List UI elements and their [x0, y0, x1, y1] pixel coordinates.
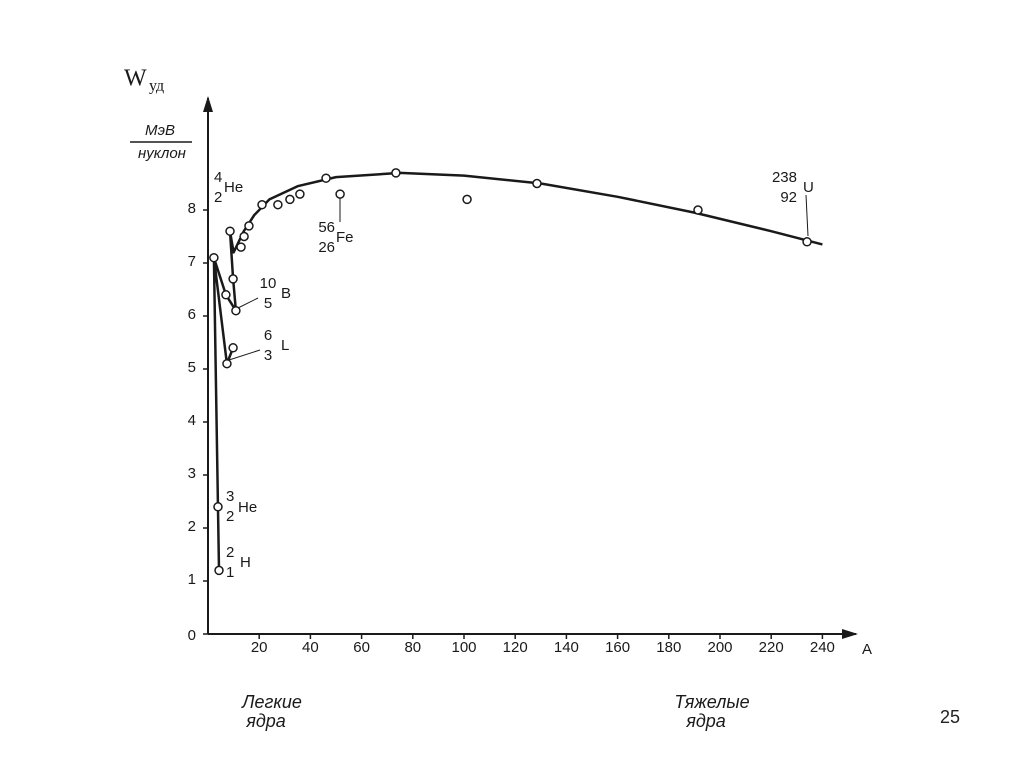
- data-point: [244, 221, 254, 231]
- data-point: [222, 358, 232, 369]
- data-point: [335, 189, 345, 199]
- data-point: [257, 199, 267, 210]
- x-tick-label: 120: [503, 639, 528, 656]
- data-point: [231, 305, 241, 316]
- nuclide-mass: 10: [260, 275, 277, 292]
- y-tick-label: 0: [188, 627, 196, 644]
- data-point: [295, 189, 305, 199]
- nuclide-symbol: B: [281, 285, 291, 302]
- y-tick-label: 6: [188, 306, 196, 323]
- x-tick-label: 80: [404, 639, 421, 656]
- nuclide-symbol: He: [238, 499, 257, 516]
- y-tick-label: 8: [188, 200, 196, 217]
- data-point: [693, 205, 703, 215]
- nuclide-symbol: H: [240, 554, 251, 571]
- data-point: [321, 173, 331, 183]
- region-label: ядра: [245, 711, 286, 731]
- y-tick-label: 1: [188, 571, 196, 588]
- data-point: [221, 290, 231, 300]
- nuclide-mass: 56: [318, 219, 335, 236]
- x-tick-label: 180: [656, 639, 681, 656]
- nuclide-charge: 2: [214, 189, 222, 206]
- data-point: [228, 274, 238, 284]
- nuclide-charge: 2: [226, 508, 234, 525]
- nuclide-mass: 4: [214, 169, 222, 186]
- y-tick-label: 4: [188, 412, 196, 429]
- nuclide-charge: 3: [264, 347, 272, 364]
- leader-line: [805, 194, 809, 237]
- region-label: ядра: [685, 711, 726, 731]
- nuclide-charge: 1: [226, 564, 234, 581]
- data-point: [391, 168, 401, 178]
- nuclide-symbol: Fe: [336, 229, 354, 246]
- x-tick-label: 200: [707, 639, 732, 656]
- x-tick-label: 20: [251, 639, 268, 656]
- y-unit-top: МэВ: [145, 122, 175, 139]
- page-number: 25: [940, 707, 961, 727]
- curve: [212, 171, 823, 571]
- y-tick-label: 5: [188, 359, 196, 376]
- data-point: [285, 194, 295, 205]
- y-tick-label: 2: [188, 518, 196, 535]
- y-unit-bottom: нуклон: [138, 145, 186, 162]
- nuclide-symbol: He: [224, 179, 243, 196]
- leader-line: [237, 297, 259, 309]
- x-tick-label: 100: [451, 639, 476, 656]
- nuclide-mass: 2: [226, 544, 234, 561]
- nuclide-charge: 26: [318, 239, 335, 256]
- nuclide-mass: 6: [264, 327, 272, 344]
- x-tick-label: 240: [810, 639, 835, 656]
- x-label: A: [862, 641, 872, 658]
- x-axis-arrow: [842, 629, 858, 639]
- data-point: [462, 194, 472, 205]
- data-point: [225, 226, 235, 236]
- y-tick-label: 3: [188, 465, 196, 482]
- y-label: W: [124, 66, 147, 92]
- region-label: Легкие: [241, 692, 302, 712]
- y-tick-label: 7: [188, 253, 196, 270]
- y-label-sub: уд: [149, 78, 164, 95]
- data-point: [239, 231, 249, 242]
- nuclide-mass: 238: [772, 169, 797, 186]
- x-tick-label: 160: [605, 639, 630, 656]
- x-tick-label: 60: [353, 639, 370, 656]
- data-point: [213, 502, 223, 512]
- nuclide-symbol: L: [281, 337, 289, 354]
- x-tick-label: 40: [302, 639, 319, 656]
- nuclide-symbol: U: [803, 179, 814, 196]
- data-point: [236, 242, 246, 252]
- data-point: [532, 178, 542, 189]
- y-axis-arrow: [203, 96, 213, 112]
- data-point: [209, 252, 219, 263]
- region-label: Тяжелые: [674, 692, 749, 712]
- data-point: [802, 237, 812, 247]
- x-tick-label: 220: [759, 639, 784, 656]
- data-point: [214, 565, 224, 576]
- leader-line: [228, 349, 261, 361]
- data-point: [273, 199, 283, 210]
- nuclide-charge: 92: [780, 189, 797, 206]
- nuclide-charge: 5: [264, 295, 272, 312]
- nuclide-mass: 3: [226, 488, 234, 505]
- data-point: [228, 343, 238, 353]
- x-tick-label: 140: [554, 639, 579, 656]
